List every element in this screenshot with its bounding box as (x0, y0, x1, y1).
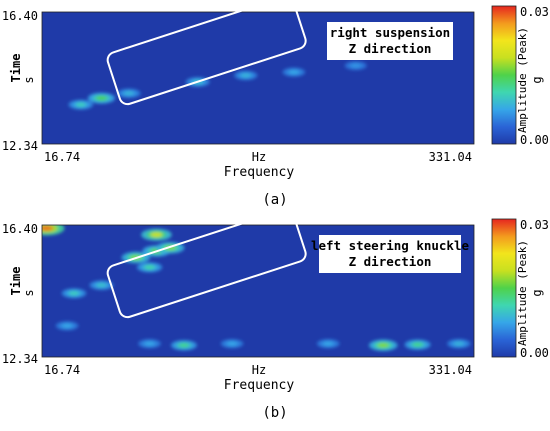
heatmap-hotspot (136, 262, 163, 273)
y-axis-unit: s (22, 289, 36, 296)
x-axis-unit: Hz (252, 363, 266, 377)
highlight-box (106, 0, 307, 106)
heatmap-hotspot (138, 339, 161, 349)
heatmap-hotspot (447, 339, 471, 349)
annotation-label-box (319, 235, 461, 273)
y-axis-label: Time (9, 267, 23, 296)
heatmap-hotspot (87, 92, 116, 104)
x-axis-label: Frequency (224, 165, 295, 180)
heatmap-hotspot (344, 61, 367, 71)
y-tick-min: 12.34 (2, 139, 38, 153)
colorbar-tick-max: 0.03 (520, 218, 549, 232)
heatmap-hotspot (61, 288, 87, 299)
annotation-label-line2: Z direction (349, 41, 432, 56)
y-tick-max: 16.40 (2, 222, 38, 236)
heatmap-hotspot (117, 88, 141, 98)
annotation-label-line2: Z direction (349, 254, 432, 269)
x-tick-max: 331.04 (429, 363, 472, 377)
heatmap-hotspot (316, 339, 340, 349)
heatmap-hotspot (282, 67, 306, 77)
colorbar-tick-max: 0.03 (520, 5, 549, 19)
heatmap-hotspot (42, 225, 65, 236)
x-tick-max: 331.04 (429, 150, 472, 164)
heatmap-hotspot (234, 70, 258, 81)
y-axis-label: Time (9, 54, 23, 83)
panel-caption: (a) (262, 192, 287, 208)
annotation-label-line1: right suspension (330, 25, 450, 40)
colorbar-unit: g (530, 289, 544, 296)
heatmap-hotspot (368, 339, 398, 352)
heatmap-hotspot (55, 321, 79, 331)
plot-frame (41, 11, 475, 145)
highlight-box (106, 208, 307, 319)
heatmap-hotspot (220, 339, 244, 349)
colorbar-tick-min: 0.00 (520, 346, 549, 360)
colorbar-tick-min: 0.00 (520, 133, 549, 147)
heatmap-hotspot (141, 228, 172, 241)
colorbar (491, 5, 517, 145)
annotation-label-box (327, 22, 453, 60)
panel-a: right suspension Z direction 16.40 12.34 Tim… (0, 0, 550, 213)
plot-frame (41, 224, 475, 358)
x-axis-label: Frequency (224, 378, 295, 393)
y-axis-unit: s (22, 76, 36, 83)
panel-b: left steering knuckle Z direction 16.40 12.… (0, 208, 550, 426)
colorbar-unit: g (530, 76, 544, 83)
y-tick-min: 12.34 (2, 352, 38, 366)
annotation-label-line1: left steering knuckle (311, 238, 470, 253)
x-axis-unit: Hz (252, 150, 266, 164)
colorbar-title: Amplitude (Peak) (516, 27, 529, 133)
x-tick-min: 16.74 (44, 363, 80, 377)
heatmap-hotspot (170, 340, 197, 351)
heatmap-hotspot (68, 99, 94, 110)
colorbar-title: Amplitude (Peak) (516, 240, 529, 346)
heatmap-hotspot (89, 280, 114, 290)
panel-caption: (b) (262, 405, 287, 421)
heatmap-hotspot (404, 339, 431, 350)
colorbar (491, 218, 517, 358)
x-tick-min: 16.74 (44, 150, 80, 164)
y-tick-max: 16.40 (2, 9, 38, 23)
